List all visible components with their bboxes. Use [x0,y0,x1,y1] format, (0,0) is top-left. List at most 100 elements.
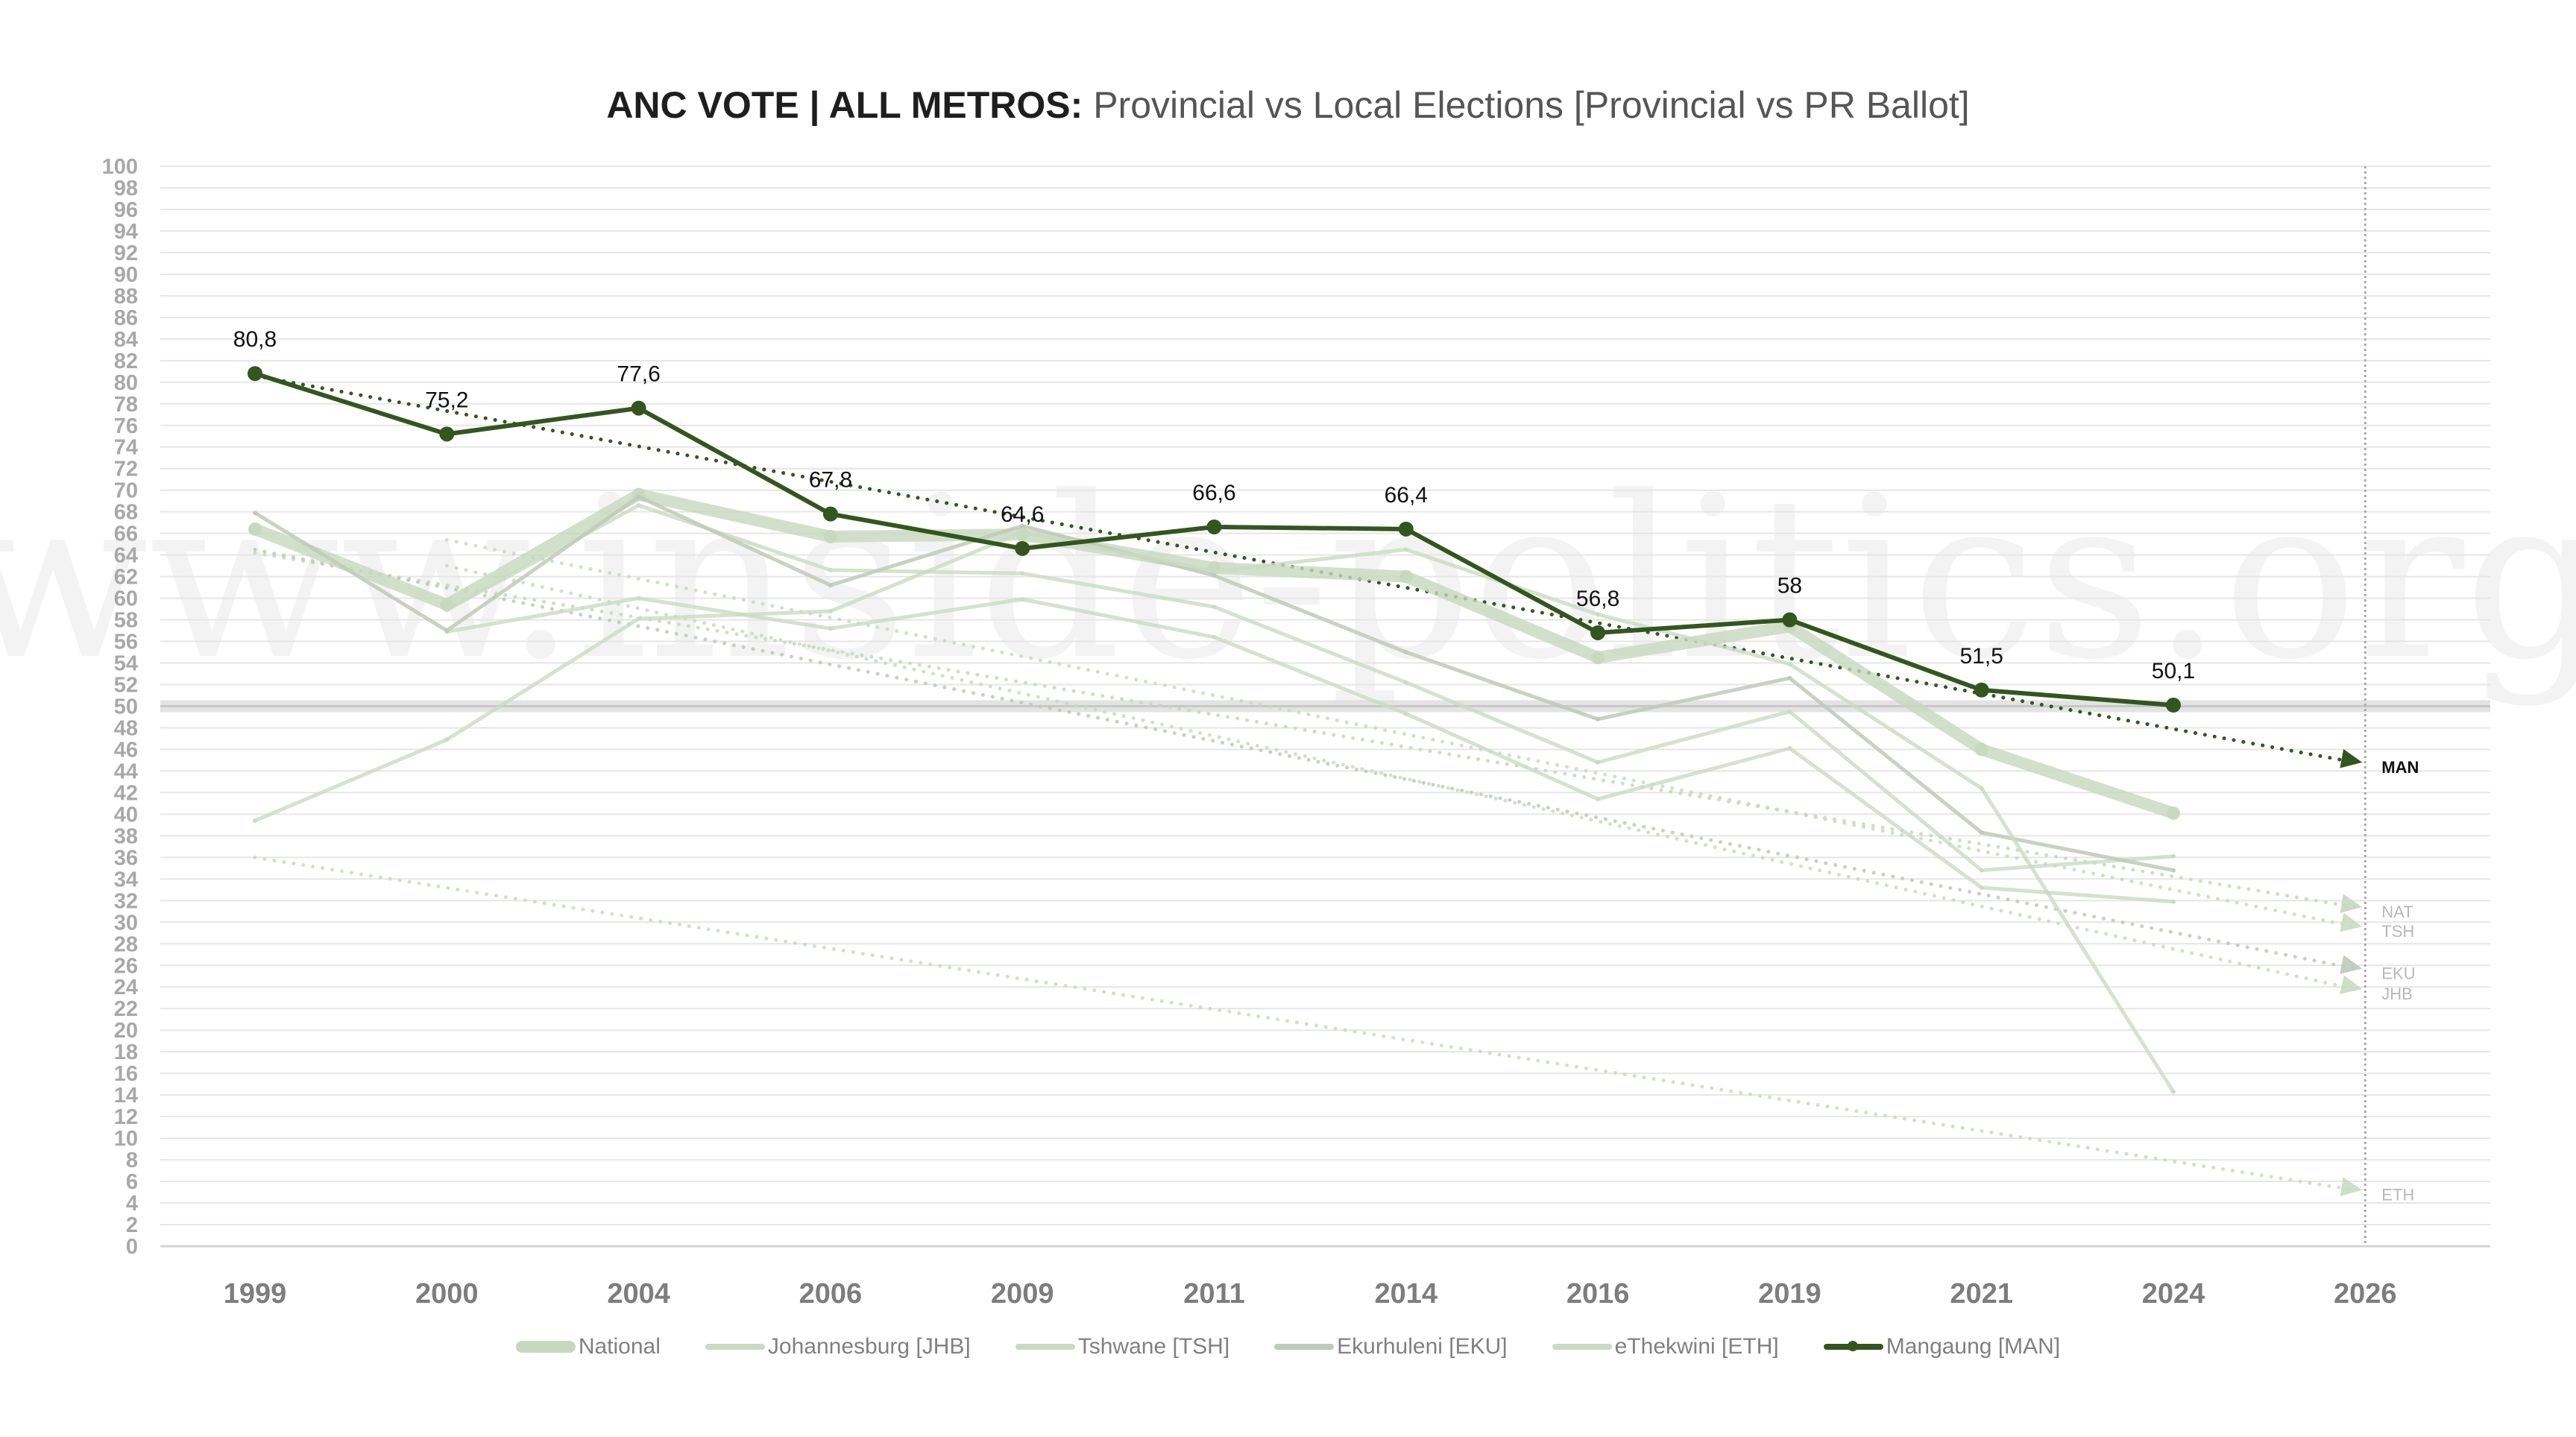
y-tick-label: 38 [114,824,138,848]
x-tick-label: 2004 [607,1278,670,1310]
y-tick-label: 54 [114,652,138,676]
data-point-jhb [2171,899,2176,904]
x-tick-label: 2026 [2334,1278,2397,1310]
data-point-tsh [636,502,641,508]
data-point-man [439,426,455,442]
legend-swatch-national [515,1341,576,1353]
y-tick-label: 62 [114,566,138,590]
series-line-tsh [444,503,2176,873]
data-point-eth [2171,1089,2176,1094]
trend-line-tsh [444,537,2357,929]
y-tick-label: 92 [114,241,138,265]
trend-arrow-jhb [2340,975,2363,994]
legend-item-jhb: Johannesburg [JHB] [705,1334,971,1359]
y-tick-label: 64 [114,544,138,568]
data-point-eku [1403,650,1408,655]
data-point-man [1974,682,1989,698]
y-tick-label: 18 [114,1040,138,1064]
data-point-tsh [1596,759,1601,765]
data-point-national [248,522,262,536]
data-point-eth [1596,612,1601,617]
data-label-man: 51,5 [1960,644,2003,669]
y-tick-label: 14 [114,1084,138,1108]
legend-item-man: Mangaung [MAN] [1823,1334,2061,1359]
y-tick-label: 36 [114,846,138,870]
y-tick-label: 96 [114,198,138,222]
trend-arrow-national [2340,894,2363,914]
data-point-eku [636,494,641,499]
data-point-eth [1979,786,1984,791]
y-tick-label: 94 [114,220,138,244]
data-point-tsh [1787,709,1792,714]
y-tick-label: 24 [114,976,138,999]
trend-arrow-tsh [2340,912,2363,932]
data-point-eth [636,616,641,622]
data-point-jhb [1787,746,1792,751]
trend-arrow-man [2340,748,2363,768]
y-tick-label: 60 [114,587,138,611]
y-tick-label: 50 [114,695,138,719]
trend-line-jhb [444,563,2357,991]
x-tick-label: 2024 [2142,1278,2205,1310]
y-tick-label: 98 [114,177,138,200]
data-point-man [1398,521,1414,537]
y-tick-label: 16 [114,1062,138,1086]
data-point-eth [828,608,833,613]
data-point-man [1015,540,1030,556]
trend-arrow-eku [2340,955,2363,974]
legend-swatch-man [1823,1341,1883,1351]
y-tick-label: 74 [114,436,138,460]
data-point-eku [1020,523,1025,528]
y-tick-label: 52 [114,674,138,698]
legend-swatch-tsh [1015,1344,1075,1350]
data-point-tsh [828,567,833,572]
y-tick-label: 72 [114,458,138,481]
x-tick-label: 1999 [224,1278,287,1310]
legend-label: Ekurhuleni [EKU] [1337,1334,1508,1359]
data-point-jhb [1403,711,1408,716]
trend-line-man [253,373,2357,765]
data-point-eku [1596,716,1601,721]
y-tick-label: 10 [114,1127,138,1151]
legend-swatch-eku [1274,1344,1335,1350]
data-point-eku [444,628,450,634]
data-point-jhb [636,596,641,601]
y-tick-label: 6 [126,1170,138,1194]
data-point-eth [444,737,450,742]
trend-lines [253,373,2363,1197]
data-point-eku [2171,868,2176,873]
data-label-man: 80,8 [233,327,277,352]
x-tick-label: 2016 [1566,1278,1630,1310]
y-tick-label: 100 [102,155,138,179]
trend-arrow-eth [2340,1177,2363,1197]
y-tick-label: 0 [126,1235,138,1259]
y-tick-label: 42 [114,781,138,805]
data-label-man: 77,6 [617,362,660,387]
y-tick-label: 56 [114,631,138,654]
y-tick-label: 4 [126,1192,138,1216]
trend-line-national [253,551,2357,909]
y-tick-label: 40 [114,803,138,827]
x-tick-label: 2011 [1183,1278,1244,1310]
data-point-eku [1787,675,1792,680]
data-label-man: 56,8 [1576,587,1619,611]
grid [160,165,2490,1248]
data-point-jhb [828,626,833,631]
data-point-national [1399,569,1413,584]
x-tick-label: 2006 [799,1278,863,1310]
projection-labels: NAT JHB TSH EKU ETH MAN [2381,758,2419,1204]
legend-label: Mangaung [MAN] [1886,1334,2061,1359]
y-tick-label: 70 [114,479,138,503]
data-point-tsh [444,607,450,613]
trend-line-eth [253,855,2357,1193]
data-point-eku [1212,573,1217,578]
legend-item-eku: Ekurhuleni [EKU] [1274,1334,1508,1359]
y-tick-label: 80 [114,371,138,395]
data-point-man [1590,625,1606,640]
data-point-tsh [1403,680,1408,685]
y-tick-label: 28 [114,932,138,956]
data-point-eth [253,818,257,824]
data-point-national [1591,651,1605,665]
y-tick-label: 30 [114,911,138,935]
